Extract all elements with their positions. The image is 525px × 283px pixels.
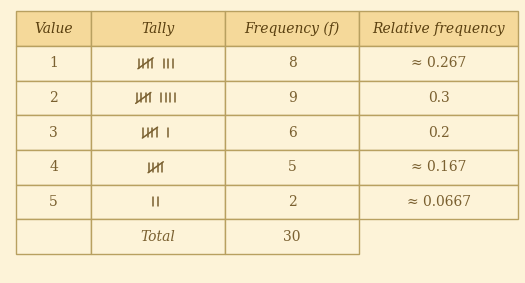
- Bar: [16, 115, 91, 150]
- Text: 3: 3: [49, 126, 58, 140]
- Text: Frequency (f): Frequency (f): [245, 22, 340, 36]
- Bar: [16, 11, 91, 46]
- Bar: [91, 81, 225, 115]
- Bar: [91, 150, 225, 185]
- Bar: [359, 150, 518, 185]
- Text: ≈ 0.267: ≈ 0.267: [411, 56, 466, 70]
- Text: ≈ 0.167: ≈ 0.167: [411, 160, 466, 174]
- Text: 5: 5: [49, 195, 58, 209]
- Bar: [225, 81, 359, 115]
- Bar: [359, 81, 518, 115]
- Text: 5: 5: [288, 160, 297, 174]
- Bar: [225, 150, 359, 185]
- Text: 0.3: 0.3: [428, 91, 449, 105]
- Bar: [225, 115, 359, 150]
- Bar: [16, 219, 91, 254]
- Bar: [16, 150, 91, 185]
- Bar: [91, 46, 225, 81]
- Bar: [16, 46, 91, 81]
- Text: 2: 2: [288, 195, 297, 209]
- Text: Total: Total: [141, 230, 175, 244]
- Text: 9: 9: [288, 91, 297, 105]
- Text: 1: 1: [49, 56, 58, 70]
- Text: 8: 8: [288, 56, 297, 70]
- Bar: [225, 11, 359, 46]
- Bar: [91, 115, 225, 150]
- Text: 0.2: 0.2: [428, 126, 449, 140]
- Text: Relative frequency: Relative frequency: [372, 22, 505, 36]
- Bar: [91, 11, 225, 46]
- Bar: [359, 185, 518, 219]
- Text: 4: 4: [49, 160, 58, 174]
- Text: 6: 6: [288, 126, 297, 140]
- Bar: [16, 81, 91, 115]
- Text: ≈ 0.0667: ≈ 0.0667: [407, 195, 471, 209]
- Text: 2: 2: [49, 91, 58, 105]
- Bar: [16, 185, 91, 219]
- Text: 30: 30: [284, 230, 301, 244]
- Bar: [359, 46, 518, 81]
- Bar: [359, 115, 518, 150]
- Bar: [91, 219, 225, 254]
- Text: Value: Value: [34, 22, 73, 36]
- Bar: [359, 11, 518, 46]
- Bar: [225, 46, 359, 81]
- Bar: [91, 185, 225, 219]
- Bar: [225, 219, 359, 254]
- Text: Tally: Tally: [141, 22, 174, 36]
- Bar: [225, 185, 359, 219]
